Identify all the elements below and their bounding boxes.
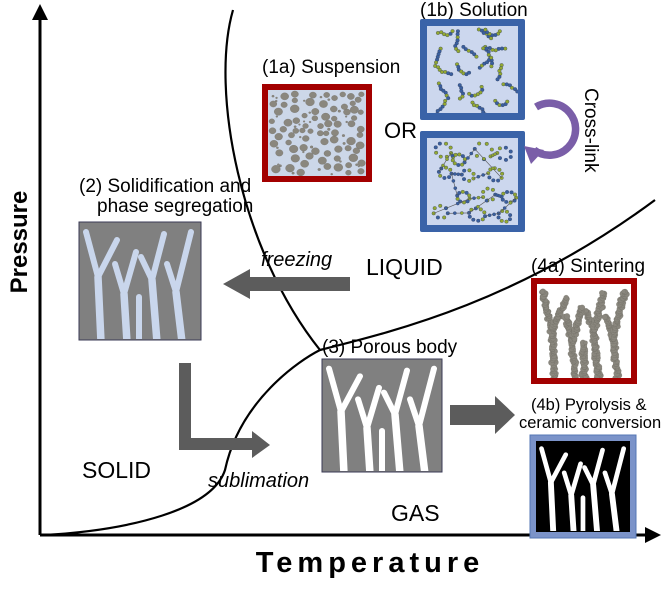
svg-text:(1a) Suspension: (1a) Suspension [262, 57, 400, 78]
svg-text:(2) Solidification and: (2) Solidification and [79, 176, 251, 197]
svg-text:(3) Porous body: (3) Porous body [322, 337, 458, 358]
svg-text:OR: OR [384, 118, 417, 143]
svg-text:SOLID: SOLID [82, 457, 151, 483]
svg-text:freezing: freezing [261, 249, 332, 271]
svg-text:ceramic conversion: ceramic conversion [519, 414, 661, 432]
svg-text:GAS: GAS [391, 500, 440, 526]
svg-text:(4a) Sintering: (4a) Sintering [531, 256, 645, 277]
svg-text:(4b) Pyrolysis &: (4b) Pyrolysis & [531, 396, 647, 414]
svg-text:LIQUID: LIQUID [366, 254, 443, 280]
svg-text:(1b) Solution: (1b) Solution [420, 0, 528, 21]
svg-text:sublimation: sublimation [208, 470, 309, 492]
svg-text:phase segregation: phase segregation [97, 196, 253, 217]
svg-text:Cross-link: Cross-link [580, 88, 601, 173]
